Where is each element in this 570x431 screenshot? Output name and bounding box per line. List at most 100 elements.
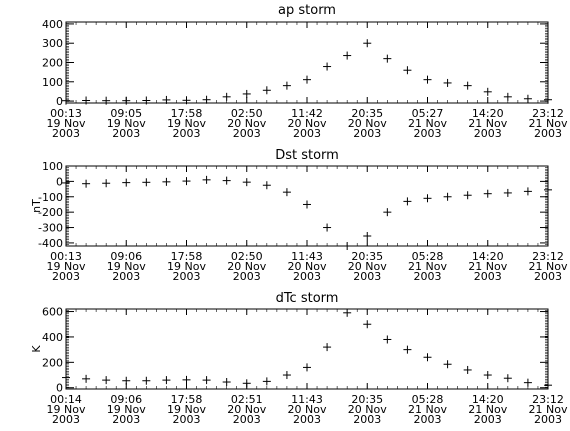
x-tick-label-year: 2003: [112, 413, 140, 426]
data-point: [403, 197, 412, 206]
x-tick-label-year: 2003: [173, 270, 201, 283]
data-point: [343, 242, 352, 250]
x-tick-label-date: 19 Nov: [167, 403, 206, 416]
x-tick-label-date: 19 Nov: [107, 403, 146, 416]
data-point: [242, 379, 251, 388]
y-tick-label: -300: [38, 222, 63, 235]
x-tick-label-year: 2003: [52, 127, 80, 140]
y-tick-label: 400: [42, 18, 63, 31]
chart-title: Dst storm: [275, 148, 339, 163]
y-tick-label: 300: [42, 37, 63, 50]
x-tick-label-time: 05:28: [412, 250, 444, 263]
x-tick-label-time: 00:13: [50, 107, 82, 120]
y-axis-label: K: [30, 345, 43, 353]
data-point: [102, 179, 111, 188]
data-point: [544, 95, 552, 104]
data-point: [162, 95, 171, 104]
data-point: [142, 96, 151, 105]
data-point: [162, 376, 171, 385]
x-tick-label-year: 2003: [233, 270, 261, 283]
x-tick-label-date: 20 Nov: [227, 260, 266, 273]
data-point: [343, 51, 352, 60]
x-tick-label-time: 11:43: [291, 250, 323, 263]
data-point: [202, 95, 211, 104]
x-tick-label-time: 14:20: [472, 107, 504, 120]
data-point: [102, 96, 111, 105]
data-point: [122, 376, 131, 385]
y-axis-label: nT: [30, 199, 43, 213]
x-tick-label-time: 20:35: [351, 393, 383, 406]
x-tick-label-time: 09:05: [110, 107, 142, 120]
x-tick-label-year: 2003: [534, 127, 562, 140]
data-point: [443, 78, 452, 87]
x-tick-label-year: 2003: [112, 270, 140, 283]
data-point: [483, 87, 492, 96]
data-point: [202, 376, 211, 385]
data-point: [343, 308, 352, 317]
x-tick-label-time: 05:27: [412, 107, 444, 120]
x-tick-label-year: 2003: [353, 127, 381, 140]
data-point: [82, 96, 91, 105]
x-tick-label-time: 09:06: [110, 250, 142, 263]
data-point: [122, 96, 131, 105]
plot-frame: [65, 21, 549, 104]
data-point: [403, 345, 412, 354]
x-tick-label-year: 2003: [293, 127, 321, 140]
x-tick-label-year: 2003: [534, 413, 562, 426]
x-tick-label-year: 2003: [534, 270, 562, 283]
data-point: [122, 178, 131, 187]
data-point: [282, 188, 291, 197]
data-point: [323, 223, 332, 232]
data-point: [463, 81, 472, 90]
data-point: [262, 377, 271, 386]
data-point: [423, 75, 432, 84]
data-point: [544, 381, 552, 390]
x-tick-label-year: 2003: [233, 127, 261, 140]
x-tick-label-date: 21 Nov: [408, 260, 447, 273]
data-point: [262, 86, 271, 95]
data-point: [202, 175, 211, 184]
y-tick-label: 200: [42, 356, 63, 369]
data-point: [82, 179, 91, 188]
data-point: [523, 187, 532, 196]
x-tick-label-date: 21 Nov: [529, 260, 568, 273]
data-point: [182, 177, 191, 186]
data-point: [443, 360, 452, 369]
x-tick-label-year: 2003: [293, 270, 321, 283]
data-point: [483, 371, 492, 380]
x-tick-label-year: 2003: [474, 127, 502, 140]
data-point: [403, 66, 412, 75]
x-tick-label-time: 05:28: [412, 393, 444, 406]
data-point: [303, 200, 311, 209]
x-tick-label-year: 2003: [414, 127, 442, 140]
x-tick-label-year: 2003: [233, 413, 261, 426]
x-tick-label-year: 2003: [52, 413, 80, 426]
data-point: [383, 54, 392, 63]
y-tick-label: -200: [38, 206, 63, 219]
x-tick-label-date: 21 Nov: [468, 260, 507, 273]
x-tick-label-date: 19 Nov: [167, 117, 206, 130]
data-point: [503, 92, 512, 101]
data-point: [162, 177, 171, 186]
x-tick-label-time: 09:06: [110, 393, 142, 406]
x-tick-label-date: 19 Nov: [167, 260, 206, 273]
x-tick-label-time: 14:20: [472, 250, 504, 263]
x-tick-label-year: 2003: [293, 413, 321, 426]
data-point: [62, 178, 70, 187]
chart-title: dTc storm: [276, 291, 339, 306]
data-point: [62, 373, 70, 382]
data-point: [423, 194, 432, 203]
chart-title: ap storm: [278, 3, 336, 18]
data-point: [222, 176, 231, 185]
data-point: [303, 363, 311, 372]
data-point: [242, 89, 251, 98]
x-tick-label-date: 21 Nov: [468, 403, 507, 416]
x-tick-label-date: 21 Nov: [468, 117, 507, 130]
data-point: [323, 62, 332, 71]
data-point: [242, 178, 251, 187]
y-tick-label: 400: [42, 331, 63, 344]
data-point: [383, 335, 392, 344]
x-tick-label-date: 20 Nov: [348, 260, 387, 273]
data-point: [483, 189, 492, 198]
